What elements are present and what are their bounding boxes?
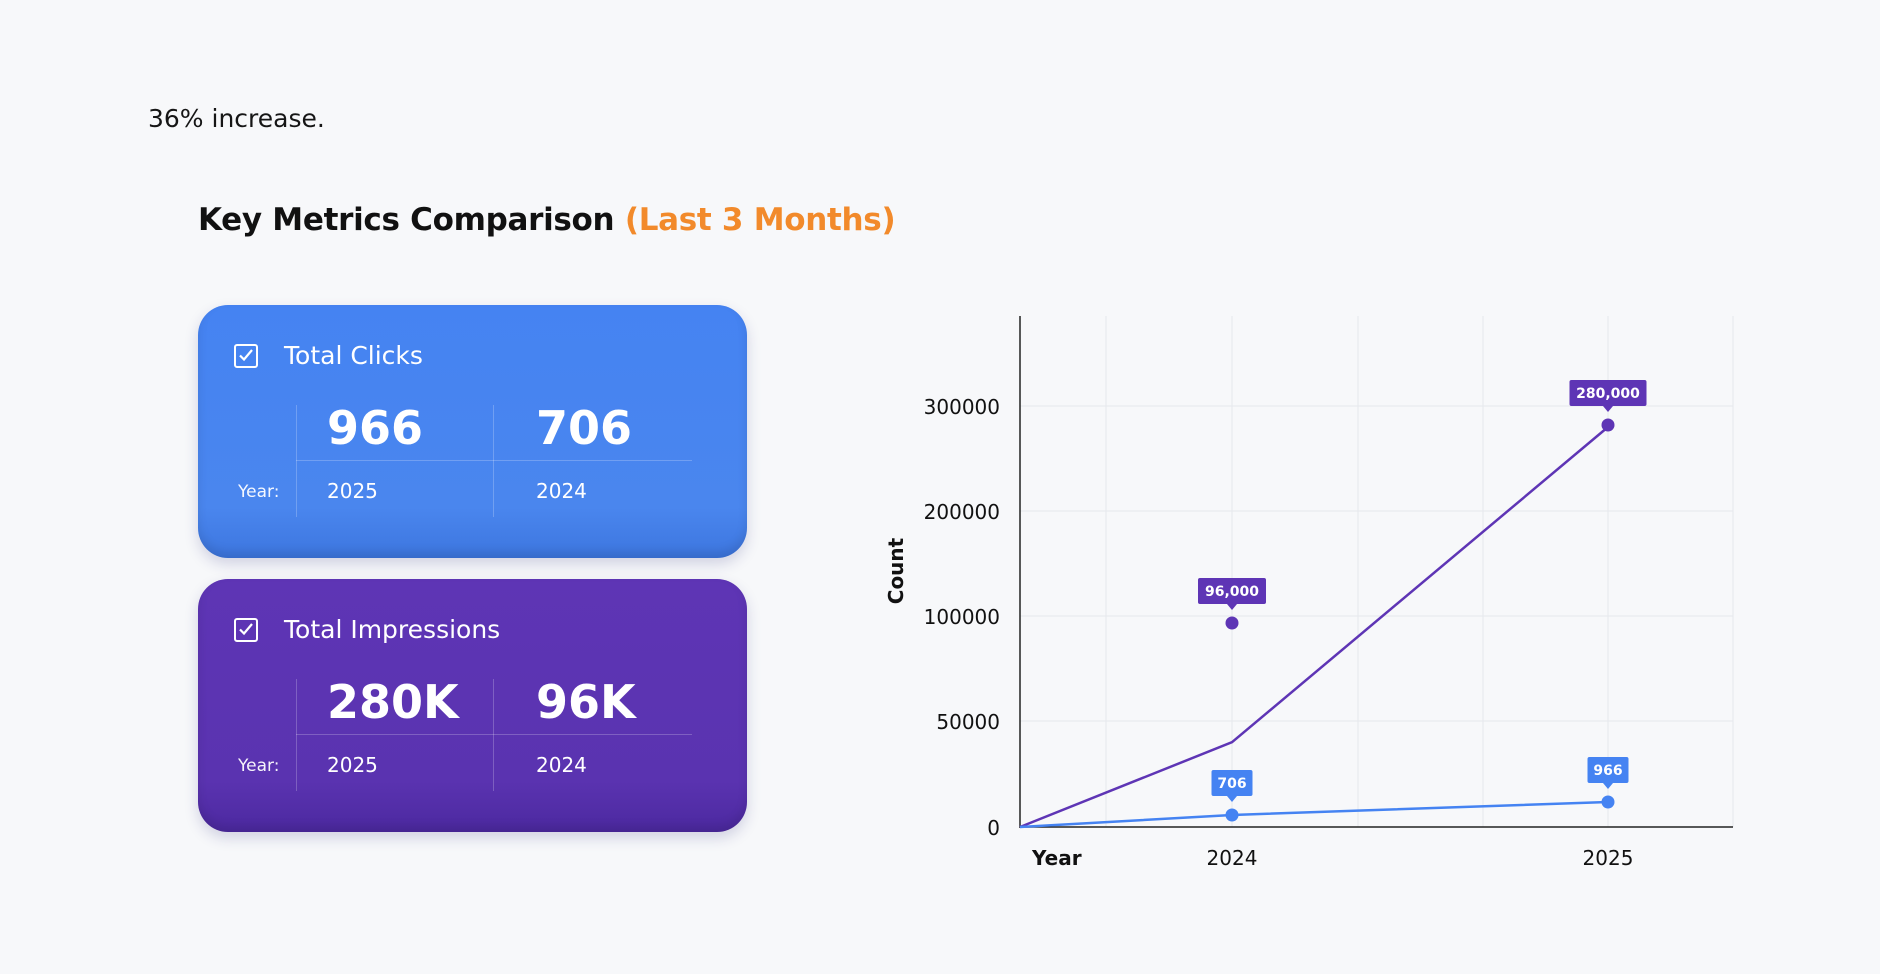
divider: [296, 679, 297, 791]
previous-year: 2024: [536, 753, 587, 777]
y-axis-title: Count: [884, 537, 908, 604]
metric-card-label: Total Clicks: [284, 341, 423, 370]
current-value: 966: [327, 401, 424, 455]
intro-text: 36% increase.: [148, 104, 325, 133]
divider: [296, 405, 297, 517]
metric-card-total-impressions[interactable]: Total Impressions Year: 280K 96K 2025 20…: [198, 579, 747, 832]
y-tick-label: 200000: [924, 500, 1000, 524]
series-line-clicks: [1019, 800, 1609, 829]
checkbox-checked-icon[interactable]: [234, 618, 258, 642]
current-year: 2025: [327, 479, 378, 503]
current-value: 280K: [327, 675, 459, 729]
impressions-2024-point: [1225, 616, 1239, 630]
clicks-2024-label-pointer: [1227, 796, 1237, 802]
x-axis-title: Year: [1031, 846, 1082, 870]
clicks-2024-point: [1225, 808, 1239, 822]
divider: [296, 734, 692, 735]
divider: [493, 405, 494, 517]
year-label: Year:: [238, 482, 280, 502]
current-year: 2025: [327, 753, 378, 777]
impressions-2025-label-pointer: [1603, 406, 1613, 412]
metric-card-total-clicks[interactable]: Total Clicks Year: 966 706 2025 2024: [198, 305, 747, 558]
y-tick-label: 100000: [924, 605, 1000, 629]
divider: [296, 460, 692, 461]
y-tick-label: 50000: [936, 710, 1000, 734]
checkbox-checked-icon[interactable]: [234, 344, 258, 368]
clicks-2024-label-box: [1211, 770, 1253, 796]
y-tick-label: 0: [987, 816, 1000, 840]
clicks-2025-label-pointer: [1603, 783, 1613, 789]
section-title-main: Key Metrics Comparison: [198, 202, 615, 238]
clicks-2025-data-label: 966: [1593, 763, 1622, 779]
impressions-2024-label-box: [1198, 578, 1266, 604]
metric-card-label: Total Impressions: [284, 615, 501, 644]
section-title: Key Metrics Comparison (Last 3 Months): [198, 202, 896, 238]
x-tick-label: 2025: [1583, 846, 1634, 870]
clicks-2025-label-box: [1587, 757, 1629, 783]
impressions-2025-label-box: [1569, 380, 1647, 406]
section-title-period: (Last 3 Months): [624, 202, 896, 238]
impressions-2025-data-label: 280,000: [1576, 386, 1640, 402]
impressions-2025-point: [1601, 418, 1615, 432]
previous-value: 706: [536, 401, 633, 455]
previous-year: 2024: [536, 479, 587, 503]
divider: [493, 679, 494, 791]
impressions-2024-data-label: 96,000: [1205, 584, 1259, 600]
y-tick-label: 300000: [924, 395, 1000, 419]
previous-value: 96K: [536, 675, 636, 729]
clicks-2025-point: [1601, 795, 1615, 809]
x-tick-label: 2024: [1207, 846, 1258, 870]
clicks-2024-data-label: 706: [1217, 776, 1246, 792]
series-line-impressions: [1019, 426, 1609, 829]
impressions-2024-label-pointer: [1227, 604, 1237, 610]
year-label: Year:: [238, 756, 280, 776]
